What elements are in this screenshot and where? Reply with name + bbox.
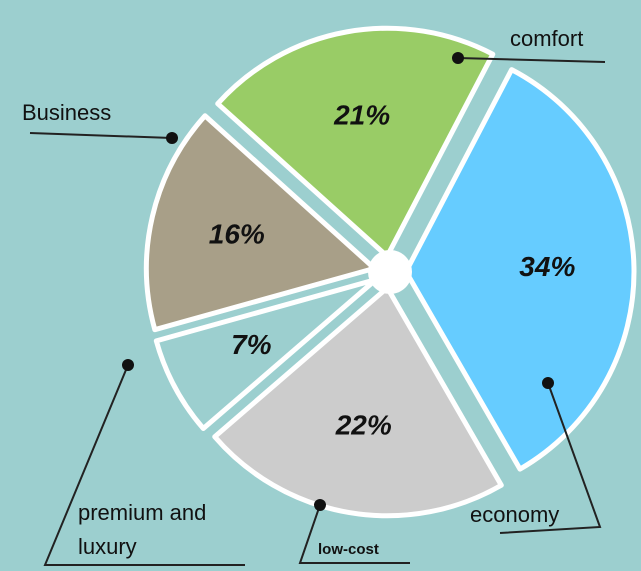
pie-slice [153, 277, 379, 432]
leader-dot [452, 52, 464, 64]
value-label: 7% [231, 329, 272, 360]
pie-slice [143, 113, 377, 333]
value-label: 22% [335, 410, 392, 441]
leader-line [43, 364, 245, 566]
category-label: economy [470, 502, 560, 527]
center-hole [368, 250, 412, 294]
leader-line [499, 382, 602, 534]
value-label: 16% [209, 218, 265, 249]
pie-slice [403, 67, 637, 472]
leader-dot [314, 499, 326, 511]
leader-dot [166, 132, 178, 144]
category-label: premium and luxury [78, 500, 207, 559]
value-label: 21% [333, 100, 390, 131]
leader-dot [542, 377, 554, 389]
pie-slice [215, 25, 496, 259]
category-label: Business [22, 100, 112, 125]
leader-line [457, 57, 606, 63]
leader-line [29, 132, 173, 139]
leader-line [298, 504, 410, 564]
pie-slice [212, 285, 504, 519]
category-label: comfort [510, 26, 584, 51]
leader-dot [122, 359, 134, 371]
category-label: low-cost [318, 541, 379, 558]
value-label: 34% [519, 251, 575, 282]
